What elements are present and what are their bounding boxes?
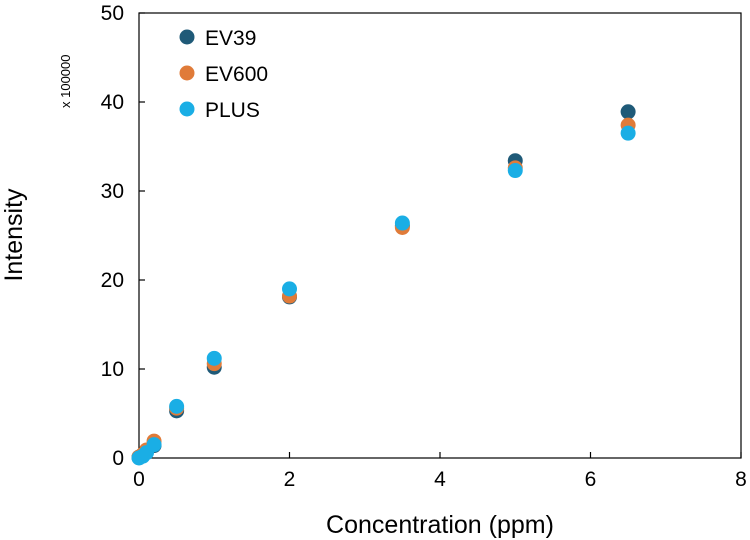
- legend-marker: [179, 29, 195, 45]
- legend: EV39 EV600 PLUS: [179, 27, 268, 122]
- legend-label: EV600: [205, 63, 268, 86]
- x-tick-label: 8: [735, 468, 747, 491]
- x-tick-label: 2: [284, 468, 296, 491]
- data-point: [394, 215, 410, 231]
- series-ev39: [131, 104, 636, 465]
- data-point: [282, 281, 297, 297]
- x-tick-label: 4: [434, 468, 446, 491]
- y-tick-label: 50: [101, 2, 124, 25]
- data-point: [507, 163, 523, 179]
- y-tick-label: 30: [101, 180, 124, 203]
- legend-label: PLUS: [205, 99, 260, 122]
- y-tick-label: 20: [101, 269, 124, 292]
- x-tick-label: 0: [133, 468, 145, 491]
- x-tick-label: 6: [585, 468, 597, 491]
- data-point: [146, 437, 162, 453]
- x-axis-title: Concentration (ppm): [326, 511, 554, 539]
- y-axis-multiplier: x 100000: [58, 55, 73, 109]
- y-tick-label: 40: [101, 91, 124, 114]
- y-axis-title: Intensity: [0, 188, 28, 282]
- legend-marker: [179, 101, 195, 117]
- y-tick-label: 0: [112, 447, 124, 470]
- data-point: [620, 104, 636, 120]
- series-plus: [131, 125, 636, 466]
- series-ev600: [131, 117, 636, 465]
- data-points: [131, 104, 636, 466]
- data-point: [206, 350, 222, 366]
- axis-ticks: 0 2 4 6 8 0 10 20 30 40 50: [101, 2, 747, 491]
- data-point: [620, 125, 636, 141]
- y-tick-label: 10: [101, 358, 124, 381]
- legend-marker: [179, 65, 195, 81]
- legend-label: EV39: [205, 27, 256, 50]
- data-point: [169, 398, 185, 414]
